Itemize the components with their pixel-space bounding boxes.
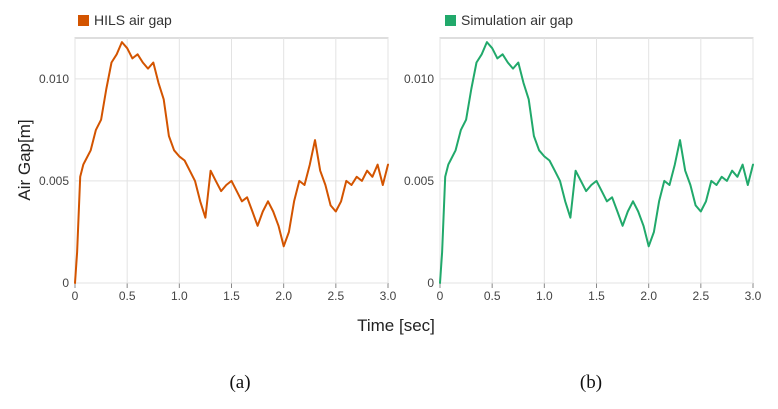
panel-b: 0 0.5 1.0 1.5 2.0 2.5 3.0 0 0.005 0.010 Simulation…: [404, 12, 762, 393]
legend-swatch: [78, 15, 89, 26]
legend-swatch: [445, 15, 456, 26]
x-tick-label: 2.0: [275, 289, 292, 303]
x-tick-label: 1.5: [223, 289, 240, 303]
x-axis-title: Time [sec]: [357, 316, 435, 335]
y-tick-label: 0: [62, 276, 69, 290]
y-axis-title: Air Gap[m]: [15, 119, 34, 200]
x-tick-label: 2.0: [640, 289, 657, 303]
y-tick-label: 0.010: [39, 72, 69, 86]
x-tick-label: 3.0: [745, 289, 762, 303]
y-tick-label: 0.010: [404, 72, 434, 86]
x-tick-label: 0.5: [484, 289, 501, 303]
y-tick-label: 0.005: [404, 174, 434, 188]
x-tick-label: 1.0: [536, 289, 553, 303]
panel-caption: (a): [229, 372, 250, 393]
legend-label: HILS air gap: [94, 12, 172, 28]
series-line: [74, 41, 389, 284]
panel-caption: (b): [580, 372, 602, 393]
x-tick-label: 3.0: [380, 289, 397, 303]
panel-a: 0 0.5 1.0 1.5 2.0 2.5 3.0 0 0.005 0.010 HILS air g…: [39, 12, 397, 393]
x-tick-label: 2.5: [327, 289, 344, 303]
x-tick-label: 1.0: [171, 289, 188, 303]
y-tick-label: 0: [427, 276, 434, 290]
y-tick-label: 0.005: [39, 174, 69, 188]
x-tick-label: 1.5: [588, 289, 605, 303]
x-tick-label: 0.5: [119, 289, 136, 303]
legend-label: Simulation air gap: [461, 12, 573, 28]
x-tick-label: 0: [437, 289, 444, 303]
series-line: [439, 41, 754, 284]
x-tick-label: 0: [72, 289, 79, 303]
x-tick-label: 2.5: [692, 289, 709, 303]
